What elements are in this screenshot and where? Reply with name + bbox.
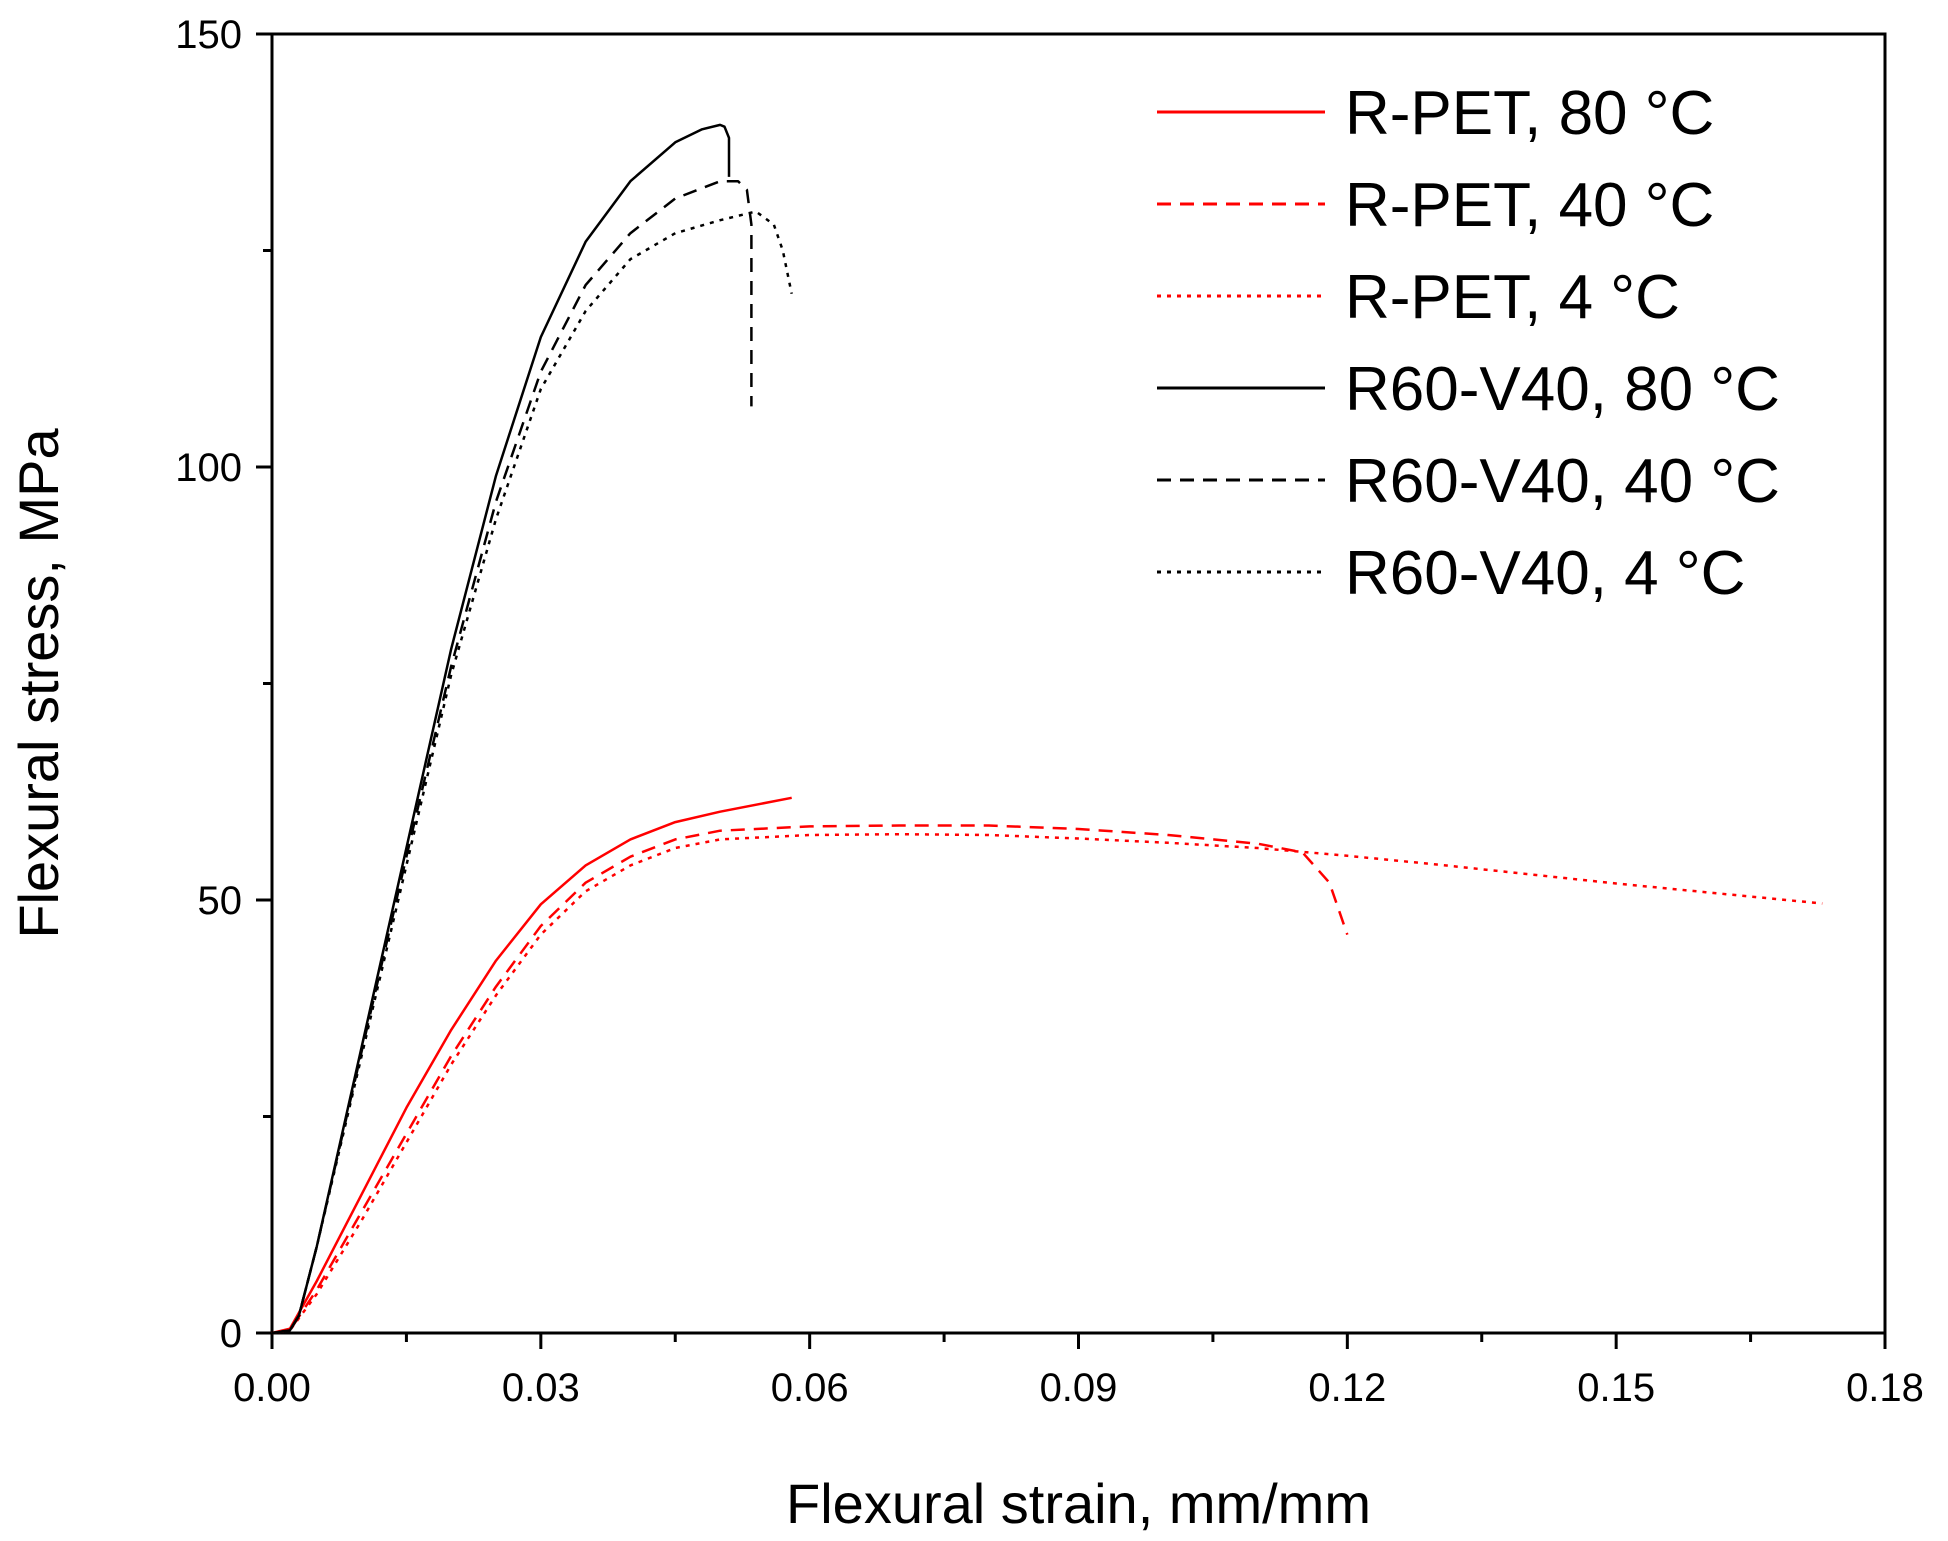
x-tick-label: 0.03 xyxy=(502,1366,580,1410)
series-line-r-pet-80-c xyxy=(271,796,792,1335)
x-axis-title: Flexural strain, mm/mm xyxy=(786,1472,1371,1535)
series-line-r-pet-40-c xyxy=(271,824,1349,1335)
y-tick-label: 50 xyxy=(198,879,243,923)
x-tick-label: 0.09 xyxy=(1040,1366,1118,1410)
y-tick-label: 100 xyxy=(175,446,242,490)
y-tick-label: 150 xyxy=(175,13,242,57)
x-tick-label: 0.00 xyxy=(233,1366,311,1410)
axis-tick-labels: 0.00 0.03 0.06 0.09 0.12 0.15 0.18 0 50 100 150 xyxy=(175,13,1924,1410)
legend-label: R-PET, 80 °C xyxy=(1345,79,1714,148)
legend-label: R-PET, 4 °C xyxy=(1345,263,1680,332)
series-line-r60-v40-4-c xyxy=(271,210,793,1335)
x-tick-label: 0.18 xyxy=(1846,1366,1924,1410)
y-axis-title: Flexural stress, MPa xyxy=(7,427,70,938)
legend-label: R-PET, 40 °C xyxy=(1345,171,1714,240)
series-layer xyxy=(271,123,1823,1335)
legend-label: R60-V40, 80 °C xyxy=(1345,355,1780,424)
x-tick-label: 0.15 xyxy=(1577,1366,1655,1410)
y-tick-label: 0 xyxy=(220,1312,242,1356)
axis-ticks xyxy=(256,32,1887,1349)
legend-label: R60-V40, 40 °C xyxy=(1345,447,1780,516)
x-tick-label: 0.12 xyxy=(1308,1366,1386,1410)
legend-label: R60-V40, 4 °C xyxy=(1345,539,1745,608)
x-tick-label: 0.06 xyxy=(771,1366,849,1410)
legend: R-PET, 80 °C R-PET, 40 °C R-PET, 4 °C R60-V… xyxy=(1157,79,1780,608)
